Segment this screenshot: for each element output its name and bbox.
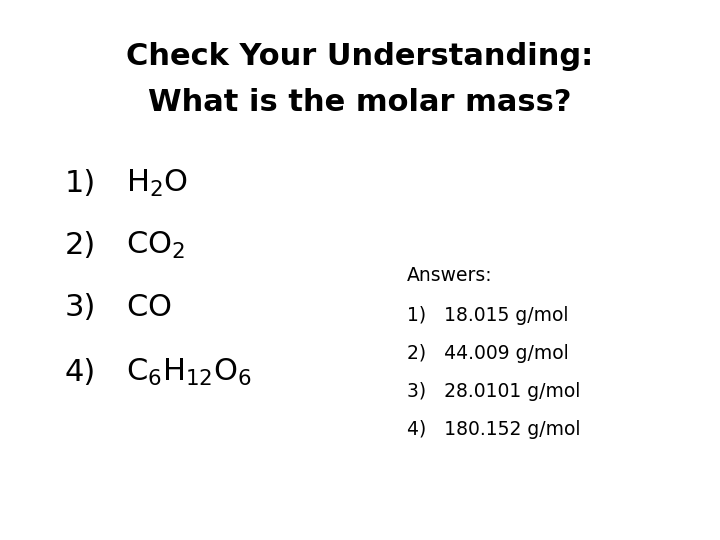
Text: 3): 3) [65, 293, 96, 322]
Text: $\mathregular{CO}$: $\mathregular{CO}$ [126, 293, 171, 322]
Text: Answers:: Answers: [407, 266, 492, 285]
Text: 1)   18.015 g/mol: 1) 18.015 g/mol [407, 306, 568, 326]
Text: Check Your Understanding:: Check Your Understanding: [127, 42, 593, 71]
Text: $\mathregular{H_2O}$: $\mathregular{H_2O}$ [126, 168, 188, 199]
Text: $\mathregular{C_6H_{12}O_6}$: $\mathregular{C_6H_{12}O_6}$ [126, 357, 252, 388]
Text: $\mathregular{CO_2}$: $\mathregular{CO_2}$ [126, 230, 185, 261]
Text: 1): 1) [65, 169, 96, 198]
Text: 4): 4) [65, 358, 96, 387]
Text: What is the molar mass?: What is the molar mass? [148, 88, 572, 117]
Text: 2)   44.009 g/mol: 2) 44.009 g/mol [407, 344, 569, 363]
Text: 4)   180.152 g/mol: 4) 180.152 g/mol [407, 420, 580, 439]
Text: 3)   28.0101 g/mol: 3) 28.0101 g/mol [407, 382, 580, 401]
Text: 2): 2) [65, 231, 96, 260]
